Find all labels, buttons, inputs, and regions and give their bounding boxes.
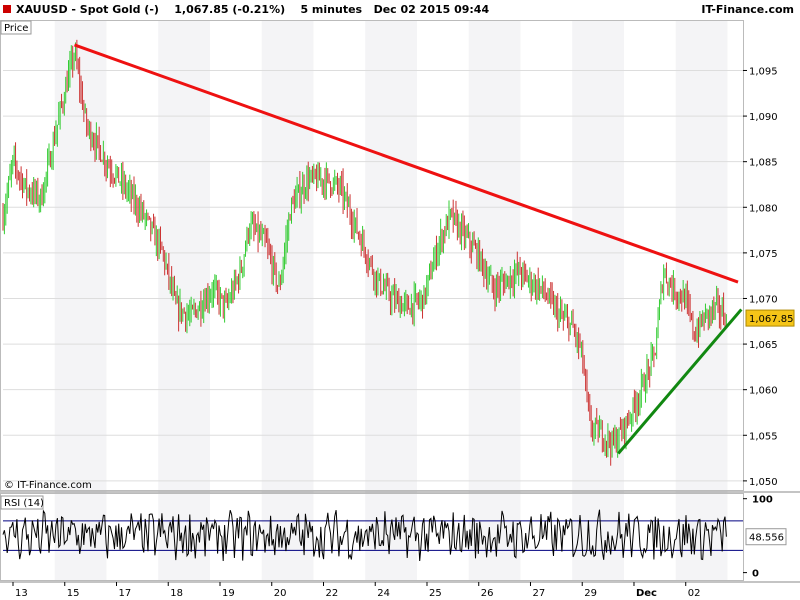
time-tick-label: 15: [67, 588, 80, 599]
time-tick-label: 25: [429, 588, 442, 599]
time-tick-label: 24: [377, 588, 390, 599]
time-tick-label: 17: [118, 588, 131, 599]
last-price-label: 1,067.85: [749, 314, 794, 325]
support-trendline[interactable]: [617, 308, 743, 455]
time-tick-label: 19: [222, 588, 235, 599]
time-tick-label: 18: [170, 588, 183, 599]
price-tick-label: 1,050: [749, 477, 778, 488]
rsi-last-value-box: [745, 528, 787, 546]
session-band: [261, 20, 314, 580]
price-tick-label: 1,095: [749, 66, 778, 77]
price-candles: [2, 39, 727, 466]
time-tick-label: 26: [481, 588, 494, 599]
time-tick-label: 22: [325, 588, 338, 599]
rsi-line: [2, 509, 727, 562]
price-tick-label: 1,085: [749, 158, 778, 169]
last-price-box: [745, 309, 795, 327]
session-band: [158, 20, 210, 580]
resistance-trendline[interactable]: [74, 43, 739, 284]
rsi-tick-label: 0: [752, 569, 759, 580]
price-tick-label: 1,090: [749, 112, 778, 123]
instrument-title: XAUUSD - Spot Gold (-) 1,067.85 (-0.21%)…: [16, 3, 490, 16]
time-tick-label: 20: [274, 588, 287, 599]
rsi-panel-label-box: [0, 495, 44, 510]
rsi-last-value-label: 48.556: [749, 533, 784, 544]
price-tick-label: 1,060: [749, 386, 778, 397]
price-tick-label: 1,065: [749, 340, 778, 351]
brand-label[interactable]: IT-Finance.com: [701, 3, 794, 16]
price-panel-label-box: [0, 20, 32, 35]
time-tick-label: 29: [584, 588, 597, 599]
price-tick-label: 1,075: [749, 249, 778, 260]
price-tick-label: 1,055: [749, 431, 778, 442]
time-tick-label: 27: [532, 588, 545, 599]
session-band: [365, 20, 417, 580]
price-tick-label: 1,070: [749, 294, 778, 305]
watermark: © IT-Finance.com: [4, 480, 92, 491]
price-tick-label: 1,080: [749, 203, 778, 214]
rsi-tick-label: 100: [752, 495, 773, 506]
chart-header: XAUUSD - Spot Gold (-) 1,067.85 (-0.21%)…: [0, 0, 800, 20]
rsi-panel-frame: [0, 493, 744, 581]
time-tick-label: Dec: [636, 588, 657, 599]
rsi-panel-label: RSI (14): [4, 498, 44, 509]
price-panel-frame: [0, 20, 744, 491]
time-tick-label: 02: [688, 588, 701, 599]
instrument-icon: [3, 5, 11, 13]
time-tick-label: 13: [15, 588, 28, 599]
price-panel-label: Price: [4, 23, 28, 34]
session-band: [572, 20, 624, 580]
